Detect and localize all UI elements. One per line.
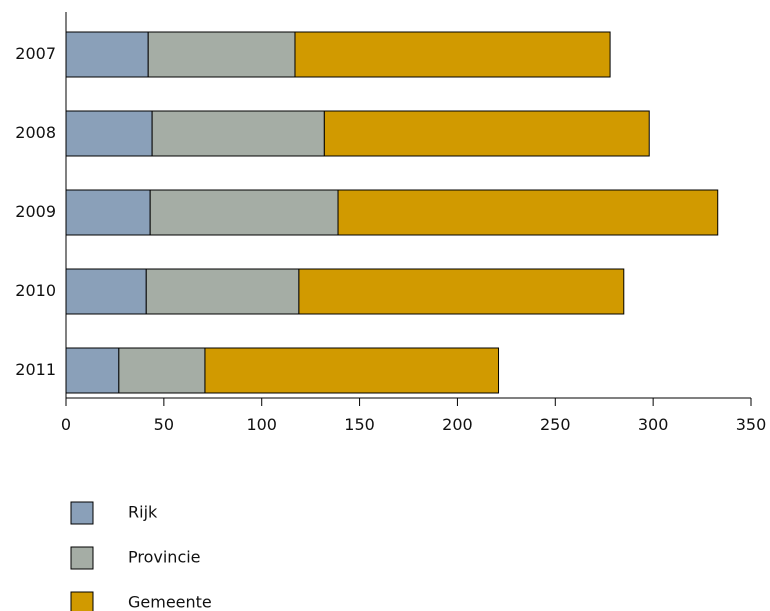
bar-rijk-2010 <box>65 268 147 315</box>
legend-swatch-gemeente <box>70 591 94 611</box>
x-tick-label-350: 350 <box>736 415 767 434</box>
x-tick-label-150: 150 <box>344 415 375 434</box>
bar-gemeente-2008 <box>323 110 650 157</box>
x-tick-label-100: 100 <box>246 415 277 434</box>
category-label-2010: 2010 <box>15 281 56 300</box>
bar-rijk-2008 <box>65 110 153 157</box>
bar-gemeente-2007 <box>294 31 611 78</box>
legend: Rijk Provincie Gemeente <box>70 501 212 611</box>
bars-layer <box>65 31 719 394</box>
bar-provincie-2008 <box>151 110 325 157</box>
bar-gemeente-2011 <box>204 347 500 394</box>
bar-rijk-2007 <box>65 31 149 78</box>
legend-swatch-rijk <box>70 501 94 525</box>
x-tick-label-250: 250 <box>540 415 571 434</box>
legend-label-rijk: Rijk <box>128 503 158 522</box>
category-label-2011: 2011 <box>15 360 56 379</box>
category-label-2007: 2007 <box>15 44 56 63</box>
bar-rijk-2011 <box>65 347 120 394</box>
x-tick-label-300: 300 <box>638 415 669 434</box>
legend-label-provincie: Provincie <box>128 548 201 567</box>
bar-rijk-2009 <box>65 189 151 236</box>
legend-swatch-provincie <box>70 546 94 570</box>
bar-provincie-2009 <box>149 189 339 236</box>
bar-provincie-2011 <box>118 347 206 394</box>
bar-gemeente-2009 <box>337 189 719 236</box>
bar-provincie-2010 <box>145 268 300 315</box>
axes-layer: 2007 2008 2009 2010 2011 0 50 100 150 200 250 300 35… <box>15 12 766 434</box>
legend-label-gemeente: Gemeente <box>128 593 212 611</box>
category-label-2009: 2009 <box>15 202 56 221</box>
x-tick-label-200: 200 <box>442 415 473 434</box>
bar-provincie-2007 <box>147 31 296 78</box>
bar-gemeente-2010 <box>298 268 625 315</box>
x-tick-label-50: 50 <box>154 415 174 434</box>
category-label-2008: 2008 <box>15 123 56 142</box>
x-tick-label-0: 0 <box>61 415 71 434</box>
